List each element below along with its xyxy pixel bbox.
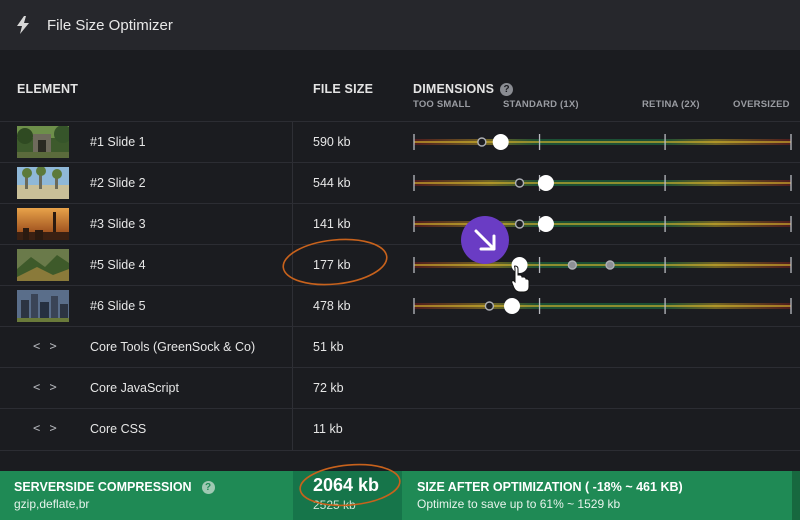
scale-retina: RETINA (2X) — [642, 99, 700, 110]
total-size: 2064 kb — [313, 475, 380, 495]
scale-oversized: OVERSIZED — [733, 99, 790, 110]
forest-thumbnail — [17, 249, 69, 281]
original-total-size: 2525 kb — [313, 498, 356, 512]
slider-handle — [511, 257, 528, 273]
dimension-slider[interactable] — [412, 204, 792, 245]
slider-marker — [477, 137, 487, 147]
help-icon[interactable]: ? — [201, 481, 215, 494]
column-divider — [292, 122, 293, 450]
row-name: Core JavaScript — [90, 381, 179, 395]
slider-marker — [514, 178, 525, 188]
dimension-slider[interactable] — [412, 163, 792, 204]
table-row[interactable]: #6 Slide 5 478 kb — [0, 285, 800, 327]
slider-handle — [537, 216, 554, 232]
table-row[interactable]: < > Core JavaScript 72 kb — [0, 367, 800, 409]
compression-title-text: SERVERSIDE COMPRESSION — [14, 480, 192, 494]
scale-too-small: TOO SMALL — [413, 99, 471, 110]
code-brackets-icon: < > — [33, 421, 58, 435]
scrollbar[interactable] — [792, 471, 800, 520]
dimensions-label: DIMENSIONS — [413, 82, 495, 96]
beach-thumbnail — [17, 167, 69, 199]
row-name: #6 Slide 5 — [90, 299, 146, 313]
optimization-hint: Optimize to save up to 61% ~ 1529 kb — [417, 497, 621, 511]
row-size: 478 kb — [313, 299, 351, 313]
slider-handle — [504, 298, 521, 314]
dimension-slider[interactable] — [412, 286, 792, 327]
column-header-element: ELEMENT — [17, 82, 79, 96]
row-name: #3 Slide 3 — [90, 217, 146, 231]
skyline-thumbnail — [17, 290, 69, 322]
slider-handle — [492, 134, 509, 150]
row-name: Core CSS — [90, 422, 147, 436]
garden-thumbnail — [17, 126, 69, 158]
row-name: #5 Slide 4 — [90, 258, 146, 272]
dimension-slider[interactable] — [412, 245, 792, 286]
table-row[interactable]: #2 Slide 2 544 kb — [0, 162, 800, 204]
help-icon[interactable]: ? — [500, 83, 514, 96]
row-name: #1 Slide 1 — [90, 135, 146, 149]
column-header-dimensions: DIMENSIONS? — [413, 82, 514, 96]
panel-header: File Size Optimizer — [0, 0, 800, 50]
compression-value: gzip,deflate,br — [14, 497, 90, 511]
row-size: 72 kb — [313, 381, 344, 395]
row-size: 544 kb — [313, 176, 351, 190]
dimension-slider[interactable] — [412, 122, 792, 163]
slider-marker — [514, 219, 525, 229]
sunset-thumbnail — [17, 208, 69, 240]
row-size: 177 kb — [313, 258, 351, 272]
slider-marker — [484, 301, 495, 311]
row-size: 590 kb — [313, 135, 351, 149]
row-name: Core Tools (GreenSock & Co) — [90, 340, 256, 354]
table-row[interactable]: < > Core Tools (GreenSock & Co) 51 kb — [0, 326, 800, 368]
row-size: 11 kb — [313, 422, 343, 436]
column-header-file-size: FILE SIZE — [313, 82, 374, 96]
lightning-bolt-icon — [17, 16, 29, 34]
code-brackets-icon: < > — [33, 339, 58, 353]
summary-footer: SERVERSIDE COMPRESSION? gzip,deflate,br … — [0, 471, 800, 520]
slider-marker — [605, 260, 615, 270]
row-name: #2 Slide 2 — [90, 176, 146, 190]
table-row[interactable]: #1 Slide 1 590 kb — [0, 121, 800, 163]
slider-marker — [567, 260, 578, 270]
panel-title: File Size Optimizer — [47, 16, 173, 34]
scale-standard: STANDARD (1X) — [503, 99, 579, 110]
row-size: 51 kb — [313, 340, 344, 354]
code-brackets-icon: < > — [33, 380, 58, 394]
table-row[interactable]: #3 Slide 3 141 kb — [0, 203, 800, 245]
size-after-optimization: SIZE AFTER OPTIMIZATION ( -18% ~ 461 KB) — [417, 480, 683, 494]
slider-handle — [537, 175, 554, 191]
compression-title: SERVERSIDE COMPRESSION? — [14, 480, 215, 494]
table-row[interactable]: < > Core CSS 11 kb — [0, 408, 800, 451]
row-size: 141 kb — [313, 217, 351, 231]
table-row[interactable]: #5 Slide 4 177 kb — [0, 244, 800, 286]
